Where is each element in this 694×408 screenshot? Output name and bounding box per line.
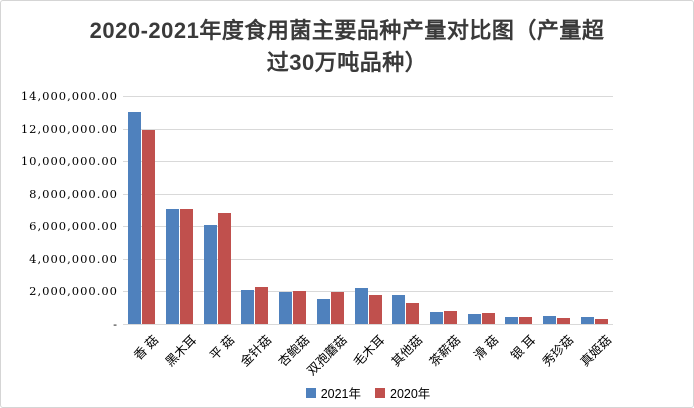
x-axis-category-label: 秀珍菇 [539,332,577,370]
bar-2021年-银耳 [505,317,519,324]
gridline [123,161,613,163]
bar-2021年-毛木耳 [354,288,368,324]
x-axis-category-label: 真姬菇 [577,332,614,370]
legend-item-2021年: 2021年 [305,383,361,402]
x-axis-category-label: 香 菇 [131,332,162,363]
gridline [123,193,613,195]
x-axis-category-label: 金针菇 [238,332,275,370]
bar-2021年-真姬菇 [580,317,594,324]
bar-2020年-秀珍菇 [556,318,570,324]
bar-2021年-平菇 [203,225,217,324]
x-axis-category-label: 双孢蘑菇 [304,332,351,379]
bar-2021年-杏鲍菇 [279,292,293,324]
chart-title: 2020-2021年度食用菌主要品种产量对比图（产量超过30万吨品种） [89,18,605,75]
bar-2021年-秀珍菇 [542,316,556,324]
legend-label: 2020年 [390,387,431,401]
bar-2020年-香菇 [142,130,156,324]
legend: 2021年 2020年 [123,383,613,402]
bar-2021年-金针菇 [241,290,255,324]
gridline [123,226,613,228]
gridline [123,291,613,293]
bar-2020年-金针菇 [255,287,269,324]
gridline [123,96,613,97]
legend-label: 2021年 [320,387,361,401]
y-axis-tick-label: 6,000,000.00 [29,219,118,234]
bar-2020年-黑木耳 [180,209,194,324]
x-axis-line [123,324,613,325]
y-axis-tick-label: 4,000,000.00 [29,251,118,266]
x-axis-category-label: 毛木耳 [351,332,388,370]
x-axis-category-label: 茶薪菇 [426,332,464,370]
bar-2020年-其他菇 [406,303,420,324]
x-axis-category-label: 黑木耳 [162,332,200,370]
y-axis-tick-label: 12,000,000.00 [20,121,118,136]
bar-2020年-滑菇 [481,313,495,324]
bar-2020年-真姬菇 [594,319,608,324]
y-axis-tick-label: 14,000,000.00 [20,89,118,103]
bar-2020年-杏鲍菇 [293,291,307,324]
bar-2020年-平菇 [217,213,231,324]
bar-2021年-双孢蘑菇 [316,299,330,324]
bar-2021年-黑木耳 [166,209,180,324]
legend-swatch-icon [375,387,385,398]
bar-2020年-毛木耳 [368,295,382,324]
legend-item-2020年: 2020年 [375,383,430,402]
legend-swatch-icon [305,387,316,398]
y-axis-tick-label: - [113,317,118,331]
y-axis-tick-label: 8,000,000.00 [29,186,118,201]
x-axis-category-label: 平 菇 [206,332,237,363]
x-axis-category-label: 银 耳 [508,332,539,363]
bar-2020年-双孢蘑菇 [330,292,344,324]
bar-2020年-银耳 [519,317,533,324]
bar-2020年-茶薪菇 [443,311,457,324]
bar-2021年-其他菇 [392,295,406,324]
gridline [123,128,613,130]
x-axis-category-label: 其他菇 [389,332,426,370]
bar-2021年-香菇 [128,112,142,324]
y-axis-tick-label: 2,000,000.00 [29,284,118,299]
gridline [123,258,613,260]
bar-2021年-滑菇 [467,314,481,324]
y-axis-tick-label: 10,000,000.00 [20,154,118,169]
x-axis-category-label: 滑 菇 [470,332,501,363]
bar-2021年-茶薪菇 [429,312,443,324]
